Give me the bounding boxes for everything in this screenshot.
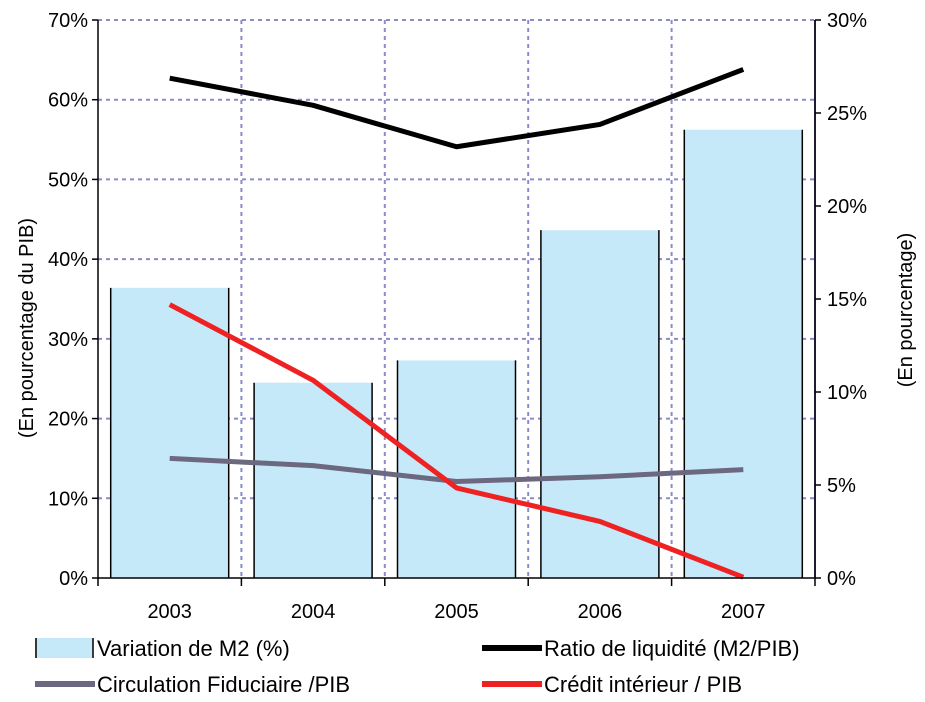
right-tick-label: 10% (827, 382, 867, 404)
bar (110, 287, 229, 578)
x-tick-label: 2004 (291, 601, 336, 623)
left-tick-label: 0% (59, 568, 88, 590)
x-tick-label: 2007 (721, 601, 766, 623)
legend-swatch-bar (35, 638, 93, 658)
x-tick-label: 2003 (147, 601, 192, 623)
bar (540, 230, 659, 578)
tick-labels: 0% 10% 20% 30% 40% 50% 60% 70% 0% 5% 10% 15% 20% 25% 3… (48, 10, 867, 623)
left-tick-label: 20% (48, 409, 88, 431)
legend: Variation de M2 (%) Ratio de liquidité (M… (35, 636, 800, 697)
right-axis-title: (En pourcentage) (895, 233, 917, 388)
right-tick-label: 15% (827, 289, 867, 311)
left-tick-label: 30% (48, 329, 88, 351)
series-line (168, 302, 745, 580)
left-tick-label: 70% (48, 10, 88, 32)
right-tick-label: 5% (827, 475, 856, 497)
right-tick-label: 25% (827, 103, 867, 125)
axes (92, 19, 821, 586)
left-tick-label: 40% (48, 249, 88, 271)
lines (168, 67, 745, 580)
left-tick-label: 10% (48, 488, 88, 510)
legend-label: Circulation Fiduciaire /PIB (97, 672, 350, 697)
right-tick-label: 30% (827, 10, 867, 32)
left-tick-label: 60% (48, 90, 88, 112)
right-tick-label: 20% (827, 196, 867, 218)
right-tick-label: 0% (827, 568, 856, 590)
x-tick-label: 2006 (578, 601, 623, 623)
bar (684, 129, 803, 579)
left-axis-title: (En pourcentage du PIB) (16, 218, 38, 438)
series-line (169, 455, 744, 485)
series-line (169, 67, 745, 150)
bar (397, 360, 516, 578)
legend-label: Crédit intérieur / PIB (544, 672, 742, 697)
bar (254, 382, 373, 578)
left-tick-label: 50% (48, 169, 88, 191)
legend-label: Variation de M2 (%) (97, 636, 290, 661)
x-tick-label: 2005 (434, 601, 479, 623)
bars (109, 129, 804, 579)
legend-label: Ratio de liquidité (M2/PIB) (544, 636, 800, 661)
